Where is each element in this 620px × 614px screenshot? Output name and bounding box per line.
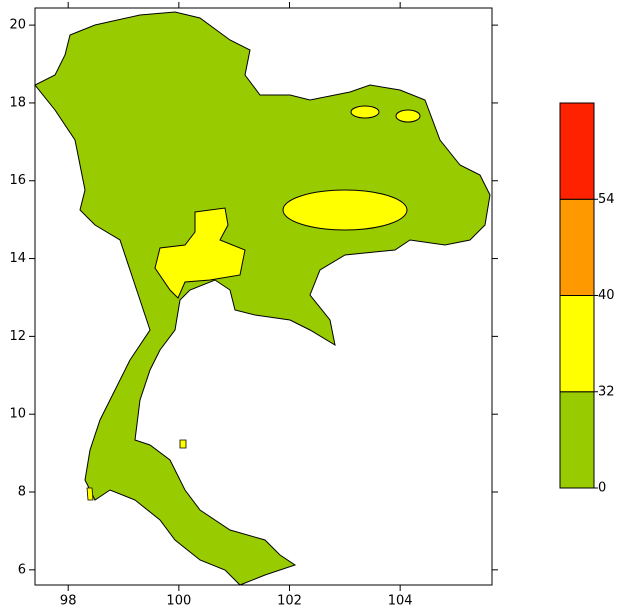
- colorbar-label: 0: [598, 481, 606, 496]
- contour-32: [154, 207, 246, 299]
- contour-32: [395, 109, 421, 123]
- colorbar-label: 54: [598, 192, 615, 207]
- y-tick-label: 14: [9, 251, 26, 266]
- colorbar-label: 40: [598, 288, 615, 303]
- colorbar-label: 32: [598, 384, 615, 399]
- axes: 98 100 102 104 6 8 10 12 14 16 18 20: [9, 2, 498, 609]
- contour-32: [282, 189, 408, 231]
- colorbar-segment: [559, 102, 595, 200]
- colorbar-segment: [559, 391, 595, 489]
- y-tick-label: 16: [9, 173, 26, 188]
- island: [86, 487, 94, 501]
- contour-32: [350, 105, 380, 119]
- y-tick-label: 10: [9, 407, 26, 422]
- colorbar: 0 32 40 54: [559, 102, 615, 496]
- x-tick-label: 102: [277, 594, 302, 609]
- colorbar-segment: [559, 295, 595, 393]
- land: [34, 11, 491, 586]
- x-tick-label: 104: [388, 594, 413, 609]
- y-tick-label: 6: [18, 562, 26, 577]
- y-tick-label: 12: [9, 329, 26, 344]
- y-tick-label: 18: [9, 95, 26, 110]
- map-frame: [34, 7, 493, 586]
- thailand-outline: [34, 11, 491, 586]
- island: [179, 439, 187, 449]
- colorbar-segment: [559, 198, 595, 296]
- y-tick-label: 20: [9, 18, 26, 33]
- x-tick-label: 98: [60, 594, 77, 609]
- x-tick-label: 100: [166, 594, 191, 609]
- y-tick-label: 8: [18, 485, 26, 500]
